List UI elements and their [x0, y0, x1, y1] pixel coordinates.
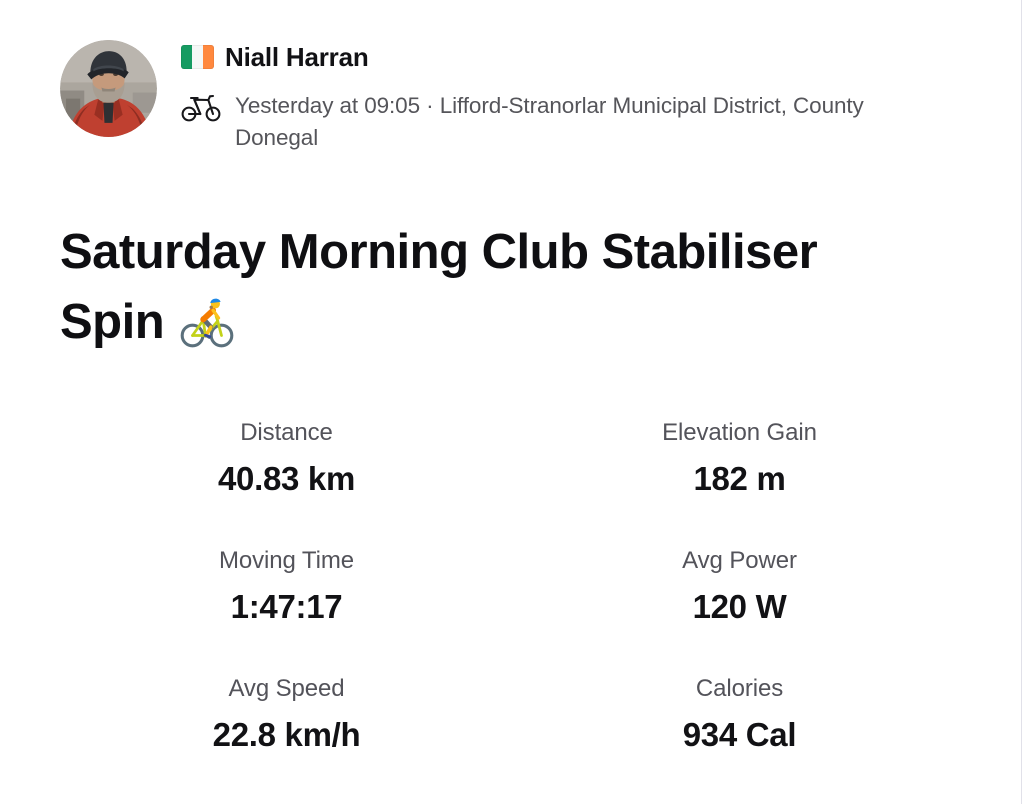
activity-date-location: Yesterday at 09:05 · Lifford-Stranorlar … — [235, 93, 864, 150]
name-row: Niall Harran — [181, 42, 935, 72]
stat-calories: Calories 934 Cal — [513, 674, 966, 757]
stat-value: 40.83 km — [217, 460, 356, 497]
stat-value: 934 Cal — [682, 716, 797, 753]
stat-avg-speed: Avg Speed 22.8 km/h — [60, 674, 513, 757]
activity-meta-row: Yesterday at 09:05 · Lifford-Stranorlar … — [181, 90, 935, 154]
activity-title-line2: Spin — [60, 287, 966, 357]
activity-title-line1: Saturday Morning Club Stabiliser — [60, 225, 818, 279]
person-biking-emoji — [180, 298, 234, 348]
stat-value: 22.8 km/h — [212, 716, 361, 753]
stat-elevation-gain: Elevation Gain 182 m — [513, 418, 966, 501]
stat-label: Calories — [695, 675, 784, 702]
athlete-name[interactable]: Niall Harran — [225, 42, 369, 72]
stat-avg-power: Avg Power 120 W — [513, 546, 966, 629]
stat-value: 182 m — [693, 460, 786, 497]
stat-value: 120 W — [692, 588, 787, 625]
stat-label: Elevation Gain — [662, 419, 817, 446]
stat-label: Moving Time — [219, 547, 354, 574]
activity-title-line2-text: Spin — [60, 295, 165, 349]
activity-stats: Distance 40.83 km Elevation Gain 182 m M… — [60, 418, 966, 757]
window-edge-divider — [1021, 0, 1022, 804]
bicycle-icon — [181, 94, 221, 122]
stat-label: Avg Speed — [228, 675, 345, 702]
stat-label: Distance — [240, 419, 333, 446]
activity-title: Saturday Morning Club Stabiliser Spin — [60, 217, 966, 357]
stat-label: Avg Power — [682, 547, 797, 574]
activity-header: Niall Harran Yesterday at 09:05 · Liffor… — [60, 40, 966, 154]
stat-distance: Distance 40.83 km — [60, 418, 513, 501]
stat-moving-time: Moving Time 1:47:17 — [60, 546, 513, 629]
avatar-photo — [60, 40, 157, 137]
header-info: Niall Harran Yesterday at 09:05 · Liffor… — [181, 42, 935, 154]
ireland-flag-emoji — [181, 45, 214, 69]
stat-value: 1:47:17 — [230, 588, 343, 625]
athlete-avatar[interactable] — [60, 40, 157, 137]
